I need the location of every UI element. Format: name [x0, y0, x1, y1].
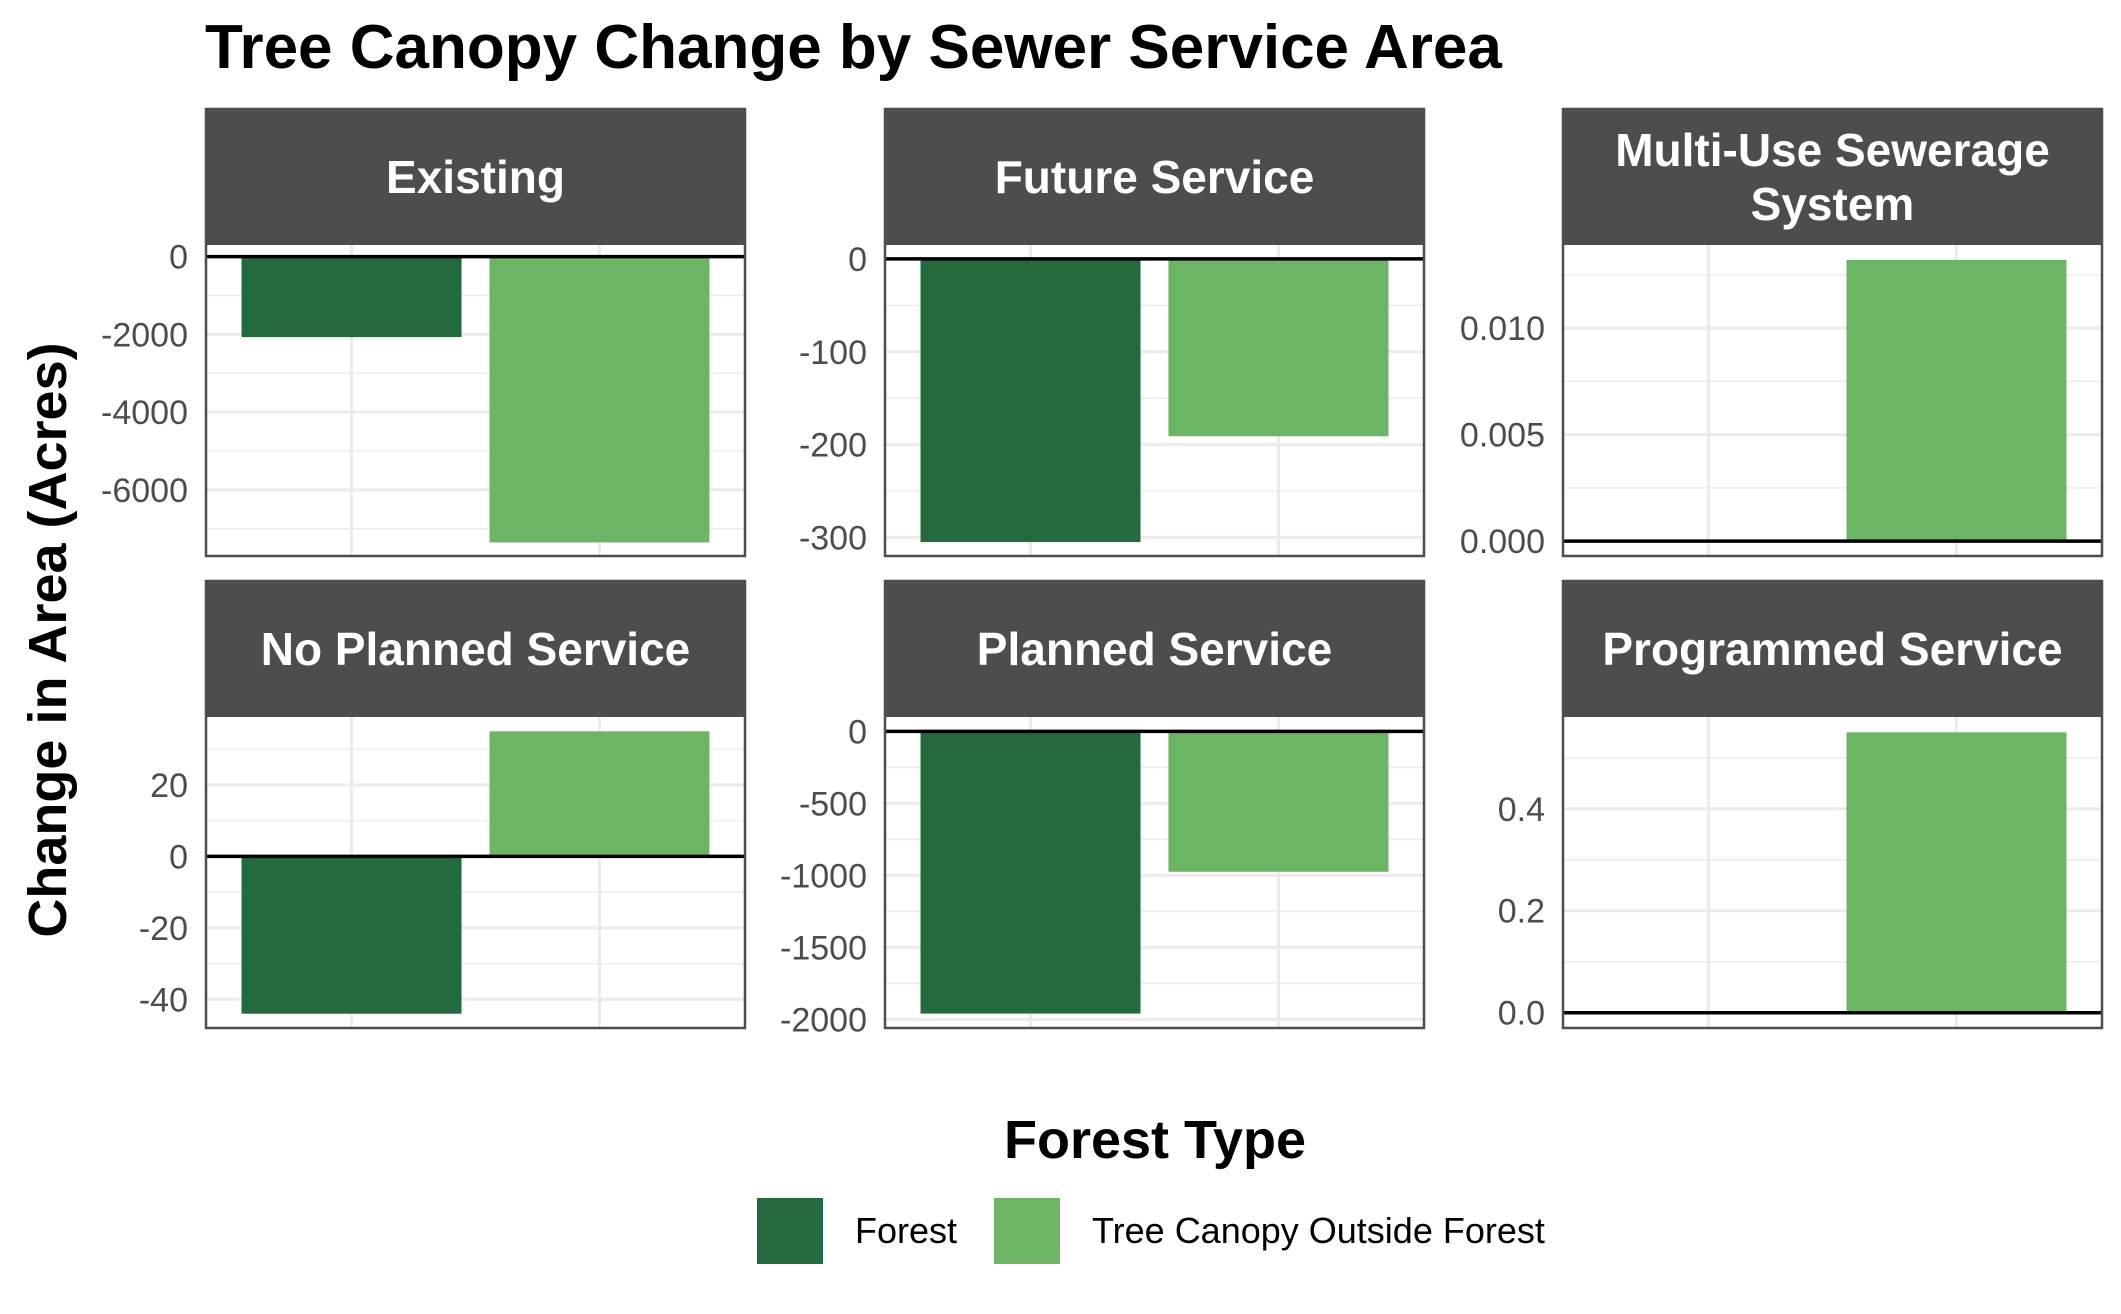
facet-strip-label: System: [1751, 178, 1915, 230]
y-tick-label: 0.2: [1498, 893, 1545, 931]
facet-strip-label: No Planned Service: [261, 623, 691, 675]
bar: [1846, 259, 2067, 542]
bar: [241, 256, 462, 338]
bar: [1846, 732, 2067, 1013]
facet-strip-label: Multi-Use Sewerage: [1615, 124, 2050, 176]
legend-items: Forest Tree Canopy Outside Forest: [757, 1198, 1545, 1264]
y-tick-label: -1000: [780, 857, 867, 895]
y-tick-label: -6000: [101, 472, 188, 510]
legend-label: Tree Canopy Outside Forest: [1092, 1210, 1545, 1251]
facet-strip-label: Planned Service: [977, 623, 1332, 675]
bar: [1168, 258, 1389, 437]
y-tick-label: -300: [799, 519, 867, 557]
legend-label: Forest: [855, 1210, 957, 1251]
y-tick-label: -100: [799, 334, 867, 372]
y-tick-label: 0: [848, 713, 867, 751]
y-tick-label: 0.000: [1460, 523, 1545, 561]
facet-strip-label: Existing: [386, 151, 565, 203]
bar: [920, 258, 1141, 543]
y-tick-label: 0: [169, 838, 188, 876]
y-tick-label: -20: [139, 910, 188, 948]
facet-strip-label: Future Service: [995, 151, 1315, 203]
legend: Forest Type Forest Tree Canopy Outside Fo…: [757, 1110, 1545, 1264]
legend-swatch: [757, 1198, 823, 1264]
facet-strip-label: Programmed Service: [1602, 623, 2062, 675]
y-tick-label: 0.005: [1460, 417, 1545, 455]
facet-strip: [1563, 109, 2102, 245]
chart-title: Tree Canopy Change by Sewer Service Area: [205, 13, 1502, 82]
facet-strip: [206, 109, 745, 245]
y-tick-label: 0.4: [1498, 791, 1545, 829]
y-tick-label: -500: [799, 785, 867, 823]
y-axis-title: Change in Area (Acres): [18, 342, 78, 937]
y-tick-label: 0: [169, 239, 188, 277]
y-tick-label: -40: [139, 981, 188, 1019]
facet-panel: Planned Service 0 -500 -1000 -1500 -2000: [780, 579, 1426, 1039]
bar: [489, 731, 710, 857]
facet-panel: Future Service 0 -100 -200 -300: [799, 107, 1426, 557]
bar: [241, 856, 462, 1014]
legend-title: Forest Type: [1004, 1110, 1306, 1170]
facet-strip: [885, 581, 1424, 717]
y-tick-label: 0.010: [1460, 310, 1545, 348]
facet-panel: Programmed Service 0.0 0.2 0.4: [1498, 579, 2104, 1033]
facet-panel: Existing 0 -2000 -4000 -6000: [101, 107, 747, 558]
y-tick-label: 0.0: [1498, 995, 1545, 1033]
y-tick-label: -1500: [780, 929, 867, 967]
facet-strip: [1563, 581, 2102, 717]
y-tick-label: 20: [150, 767, 188, 805]
legend-swatch: [994, 1198, 1060, 1264]
facet-strip: [206, 581, 745, 717]
y-tick-label: -4000: [101, 394, 188, 432]
facet-panel: No Planned Service 20 0 -20 -40: [139, 579, 747, 1030]
y-tick-label: -2000: [780, 1001, 867, 1039]
bar: [1168, 731, 1389, 872]
bar: [920, 731, 1141, 1014]
y-tick-label: 0: [848, 241, 867, 279]
y-tick-label: -200: [799, 427, 867, 465]
bar: [489, 256, 710, 543]
facet-strip: [885, 109, 1424, 245]
y-tick-label: -2000: [101, 316, 188, 354]
